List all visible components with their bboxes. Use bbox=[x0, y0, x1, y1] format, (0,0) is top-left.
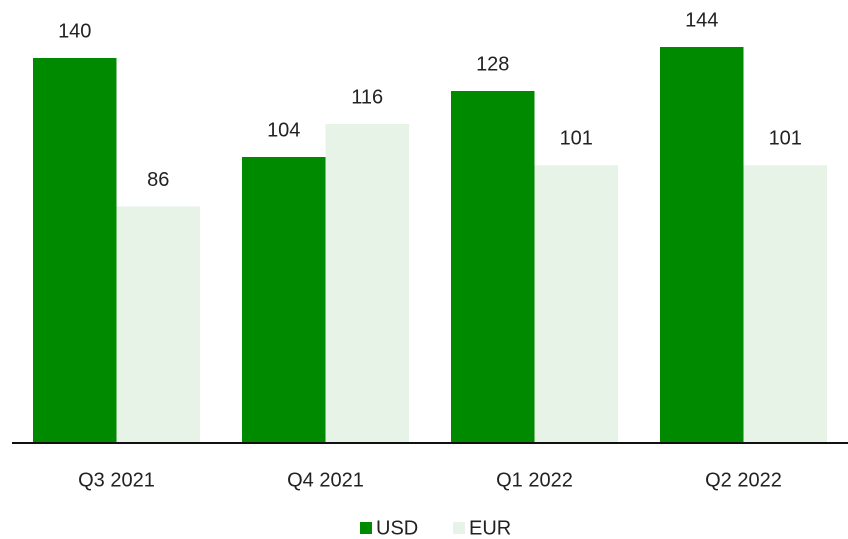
bar bbox=[451, 91, 535, 443]
data-label: 101 bbox=[560, 128, 593, 150]
bar bbox=[743, 165, 827, 443]
bar bbox=[325, 124, 409, 443]
data-label: 104 bbox=[267, 119, 300, 141]
bar bbox=[660, 47, 744, 443]
data-label: 101 bbox=[769, 128, 802, 150]
bar bbox=[242, 157, 326, 443]
data-label: 144 bbox=[685, 9, 718, 31]
data-label: 116 bbox=[351, 86, 383, 108]
x-tick-label: Q3 2021 bbox=[78, 469, 155, 491]
legend-swatch bbox=[360, 522, 372, 534]
x-tick-label: Q2 2022 bbox=[705, 469, 782, 491]
data-label: 140 bbox=[58, 20, 91, 42]
x-tick-label: Q4 2021 bbox=[287, 469, 364, 491]
data-label: 128 bbox=[476, 53, 509, 75]
legend-label: EUR bbox=[469, 517, 511, 539]
data-label: 86 bbox=[147, 169, 169, 191]
x-tick-label: Q1 2022 bbox=[496, 469, 573, 491]
legend-swatch bbox=[453, 522, 465, 534]
bar bbox=[534, 165, 618, 443]
legend-label: USD bbox=[376, 517, 418, 539]
bar bbox=[116, 206, 200, 443]
bar bbox=[33, 58, 117, 443]
